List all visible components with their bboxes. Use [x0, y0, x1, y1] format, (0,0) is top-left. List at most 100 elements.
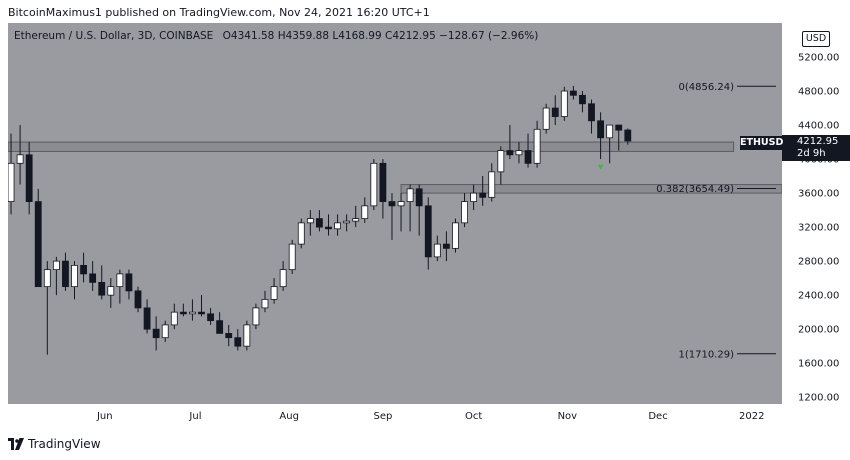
- ticker-badge-label: ETHUSD: [740, 137, 784, 148]
- candle-body: [98, 281, 106, 296]
- legend-change: −128.67 (−2.96%): [439, 30, 539, 42]
- candle-body: [198, 311, 205, 315]
- candle-body: [16, 154, 24, 164]
- currency-button[interactable]: USD: [802, 31, 830, 47]
- candle-body: [506, 150, 514, 156]
- price-tick-label: 4800.00: [798, 87, 839, 98]
- candle-body: [152, 328, 160, 339]
- candle-body: [334, 222, 341, 230]
- candle-body: [433, 243, 441, 258]
- candle-body: [116, 273, 124, 288]
- chart-legend: Ethereum / U.S. Dollar, 3D, COINBASE O43…: [14, 30, 538, 42]
- candle-body: [615, 124, 623, 131]
- candle-body: [306, 218, 314, 224]
- candle-body: [624, 129, 632, 142]
- candle-body: [43, 269, 51, 288]
- candle-body: [406, 188, 414, 202]
- candle-body: [370, 162, 378, 207]
- candle-body: [461, 201, 468, 224]
- candle-body: [542, 107, 550, 130]
- candle-body: [270, 286, 278, 300]
- support-resistance-zone: [8, 141, 735, 152]
- candle-body: [343, 220, 351, 224]
- candle-body: [533, 128, 541, 164]
- candle-body: [25, 154, 33, 202]
- currency-label: USD: [805, 33, 827, 44]
- fib-level-label: 0.382(3654.49): [656, 184, 734, 195]
- candle-body: [424, 205, 432, 258]
- candle-body: [297, 222, 305, 245]
- time-tick-label: 2022: [739, 411, 764, 422]
- candle-body: [243, 324, 251, 347]
- fib-level-label: 1(1710.29): [678, 349, 734, 360]
- candle-body: [261, 298, 269, 309]
- price-tick-label: 1200.00: [798, 393, 839, 404]
- time-tick-label: Aug: [279, 411, 299, 422]
- price-axis[interactable]: 5200.004800.004400.004000.003600.003200.…: [782, 23, 850, 404]
- candle-body: [216, 320, 224, 334]
- candle-body: [452, 222, 459, 249]
- candle-body: [288, 243, 296, 271]
- fib-level-label: 0(4856.24): [678, 82, 734, 93]
- candle-body: [8, 162, 15, 202]
- chart-plot-area[interactable]: 0(4856.24) 0.382(3654.49) 1(1710.29): [8, 23, 782, 404]
- candle-body: [34, 201, 42, 288]
- legend-low: L4168.99: [332, 30, 382, 42]
- candle-body: [107, 286, 115, 296]
- time-tick-label: Nov: [558, 411, 578, 422]
- candle-body: [62, 260, 69, 288]
- time-tick-label: Oct: [465, 411, 482, 422]
- price-tick-label: 3600.00: [798, 189, 839, 200]
- legend-open: O4341.58: [222, 30, 275, 42]
- candle-body: [569, 90, 577, 96]
- candle-body: [606, 124, 614, 139]
- price-axis-svg: 5200.004800.004400.004000.003600.003200.…: [798, 53, 839, 404]
- candle-body: [579, 94, 586, 105]
- signal-marker: [597, 164, 604, 170]
- candle-body: [279, 269, 287, 288]
- candle-body: [588, 103, 595, 122]
- time-tick-label: Jun: [96, 411, 113, 422]
- candlestick-chart-svg[interactable]: 0(4856.24) 0.382(3654.49) 1(1710.29): [8, 23, 782, 404]
- candle-body: [470, 192, 478, 202]
- symbol-line: Ethereum / U.S. Dollar, 3D, COINBASE: [14, 30, 214, 42]
- candle-body: [515, 150, 523, 156]
- published-line: BitcoinMaximus1 published on TradingView…: [8, 6, 430, 19]
- legend-high: H4359.88: [277, 30, 330, 42]
- candle-body: [134, 290, 142, 309]
- support-resistance-zone: [400, 184, 782, 194]
- candle-body: [415, 188, 423, 207]
- candle-body: [189, 311, 196, 315]
- price-badge-price: 4212.95: [797, 136, 839, 147]
- candle-body: [71, 264, 78, 288]
- candle-body: [388, 201, 396, 207]
- candle-body: [316, 218, 323, 228]
- candle-body: [52, 260, 60, 271]
- time-tick-label: Jul: [188, 411, 201, 422]
- candle-body: [397, 201, 405, 207]
- price-badge: 4212.95 2d 9h: [782, 135, 850, 161]
- candle-body: [442, 243, 450, 249]
- candle-body: [361, 205, 369, 220]
- candle-body: [352, 218, 360, 222]
- footer[interactable]: TradingView: [8, 437, 101, 451]
- price-tick-label: 4400.00: [798, 121, 839, 132]
- candle-body: [179, 311, 187, 315]
- candle-body: [143, 307, 151, 330]
- candle-body: [170, 311, 178, 326]
- candle-body: [597, 120, 604, 139]
- candle-body: [161, 324, 169, 339]
- candle-body: [524, 150, 532, 164]
- legend-close: C4212.95: [385, 30, 436, 42]
- candle-body: [225, 333, 233, 339]
- price-tick-label: 2800.00: [798, 257, 839, 268]
- candle-body: [125, 273, 133, 292]
- candle-body: [89, 273, 97, 283]
- time-tick-label: Sep: [373, 411, 392, 422]
- price-tick-label: 2000.00: [798, 325, 839, 336]
- tradingview-logo-icon: [8, 438, 24, 450]
- time-tick-label: Dec: [648, 411, 667, 422]
- candle-body: [325, 226, 332, 230]
- candle-body: [379, 162, 387, 202]
- time-axis[interactable]: Jun Jul Aug Sep Oct Nov Dec 2022: [8, 404, 782, 426]
